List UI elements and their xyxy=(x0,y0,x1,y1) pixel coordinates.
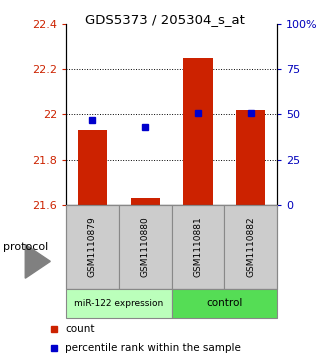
Bar xyxy=(183,58,213,205)
Text: GSM1110881: GSM1110881 xyxy=(193,216,203,277)
Text: control: control xyxy=(206,298,243,308)
Bar xyxy=(131,198,160,205)
Text: protocol: protocol xyxy=(3,242,49,252)
Text: GDS5373 / 205304_s_at: GDS5373 / 205304_s_at xyxy=(85,13,245,26)
Text: percentile rank within the sample: percentile rank within the sample xyxy=(65,343,241,353)
Bar xyxy=(236,110,265,205)
Text: GSM1110879: GSM1110879 xyxy=(88,216,97,277)
Bar xyxy=(66,289,172,318)
Bar xyxy=(119,205,172,289)
Text: GSM1110882: GSM1110882 xyxy=(246,216,255,277)
Bar xyxy=(172,289,277,318)
Polygon shape xyxy=(25,245,50,278)
Bar xyxy=(172,205,224,289)
Bar xyxy=(78,130,107,205)
Bar xyxy=(66,205,119,289)
Text: miR-122 expression: miR-122 expression xyxy=(74,299,163,307)
Text: GSM1110880: GSM1110880 xyxy=(141,216,150,277)
Bar xyxy=(224,205,277,289)
Text: count: count xyxy=(65,324,95,334)
